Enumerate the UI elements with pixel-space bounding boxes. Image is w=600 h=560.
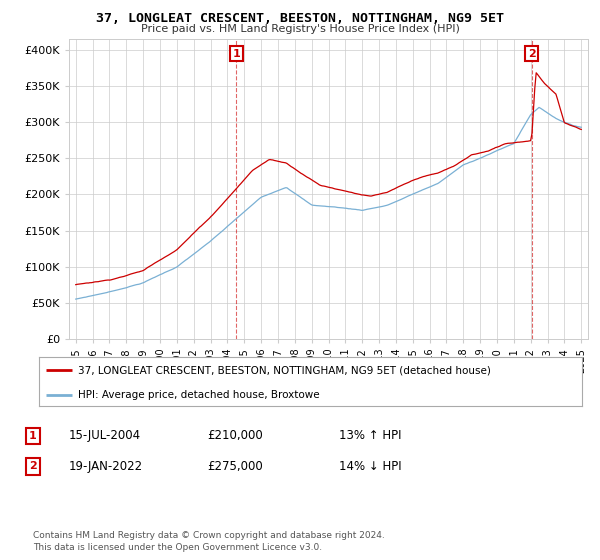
Text: 14% ↓ HPI: 14% ↓ HPI [339, 460, 401, 473]
Text: £275,000: £275,000 [207, 460, 263, 473]
Text: 1: 1 [233, 49, 241, 59]
Text: 15-JUL-2004: 15-JUL-2004 [69, 429, 141, 442]
Text: 37, LONGLEAT CRESCENT, BEESTON, NOTTINGHAM, NG9 5ET: 37, LONGLEAT CRESCENT, BEESTON, NOTTINGH… [96, 12, 504, 25]
Text: 1: 1 [29, 431, 37, 441]
Text: 2: 2 [29, 461, 37, 472]
Text: Contains HM Land Registry data © Crown copyright and database right 2024.: Contains HM Land Registry data © Crown c… [33, 531, 385, 540]
Text: £210,000: £210,000 [207, 429, 263, 442]
Text: HPI: Average price, detached house, Broxtowe: HPI: Average price, detached house, Brox… [78, 390, 320, 400]
Text: 13% ↑ HPI: 13% ↑ HPI [339, 429, 401, 442]
Text: 37, LONGLEAT CRESCENT, BEESTON, NOTTINGHAM, NG9 5ET (detached house): 37, LONGLEAT CRESCENT, BEESTON, NOTTINGH… [78, 365, 491, 375]
Text: 19-JAN-2022: 19-JAN-2022 [69, 460, 143, 473]
Text: This data is licensed under the Open Government Licence v3.0.: This data is licensed under the Open Gov… [33, 543, 322, 552]
Text: 2: 2 [527, 49, 535, 59]
Text: Price paid vs. HM Land Registry's House Price Index (HPI): Price paid vs. HM Land Registry's House … [140, 24, 460, 34]
